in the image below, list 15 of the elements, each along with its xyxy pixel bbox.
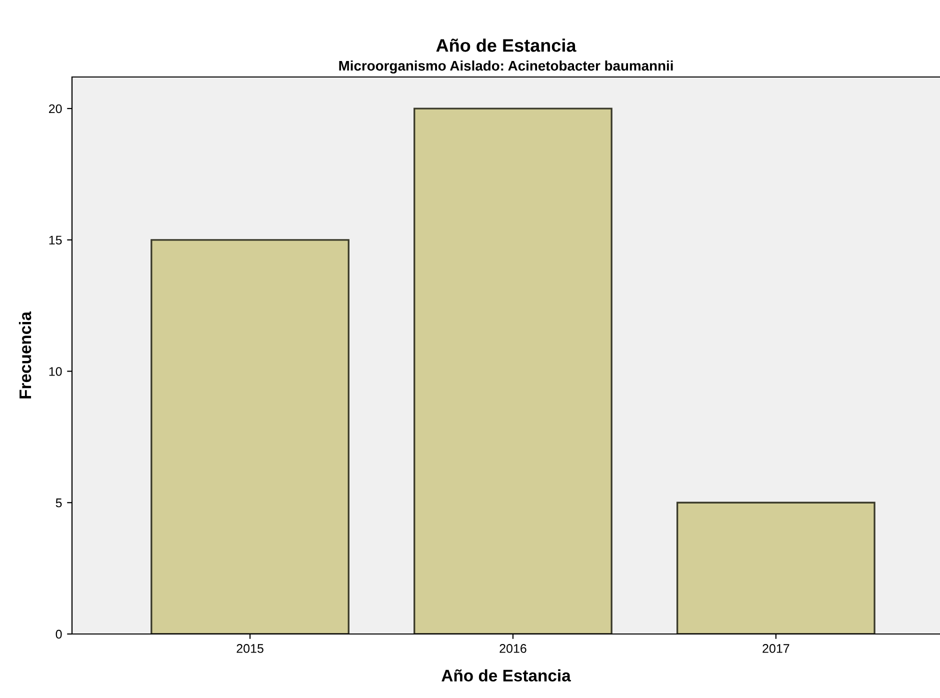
y-tick-label: 0 (56, 630, 62, 639)
chart-subtitle: Microorganismo Aislado: Acinetobacter baumannii (339, 60, 673, 74)
bar (150, 239, 350, 634)
x-tick-label: 2016 (500, 644, 526, 653)
y-tick-label: 10 (49, 367, 62, 376)
bar (676, 502, 876, 634)
x-tick-label: 2015 (236, 644, 264, 653)
x-tick-label: 2017 (762, 644, 790, 653)
bar (414, 108, 612, 634)
y-tick-label: 20 (49, 104, 62, 114)
chart-title: Año de Estancia (436, 38, 576, 52)
y-tick-label: 15 (49, 236, 62, 245)
y-tick-label: 5 (56, 498, 62, 508)
y-axis-title: Frecuencia (18, 311, 32, 398)
x-axis-title: Año de Estancia (442, 669, 571, 682)
